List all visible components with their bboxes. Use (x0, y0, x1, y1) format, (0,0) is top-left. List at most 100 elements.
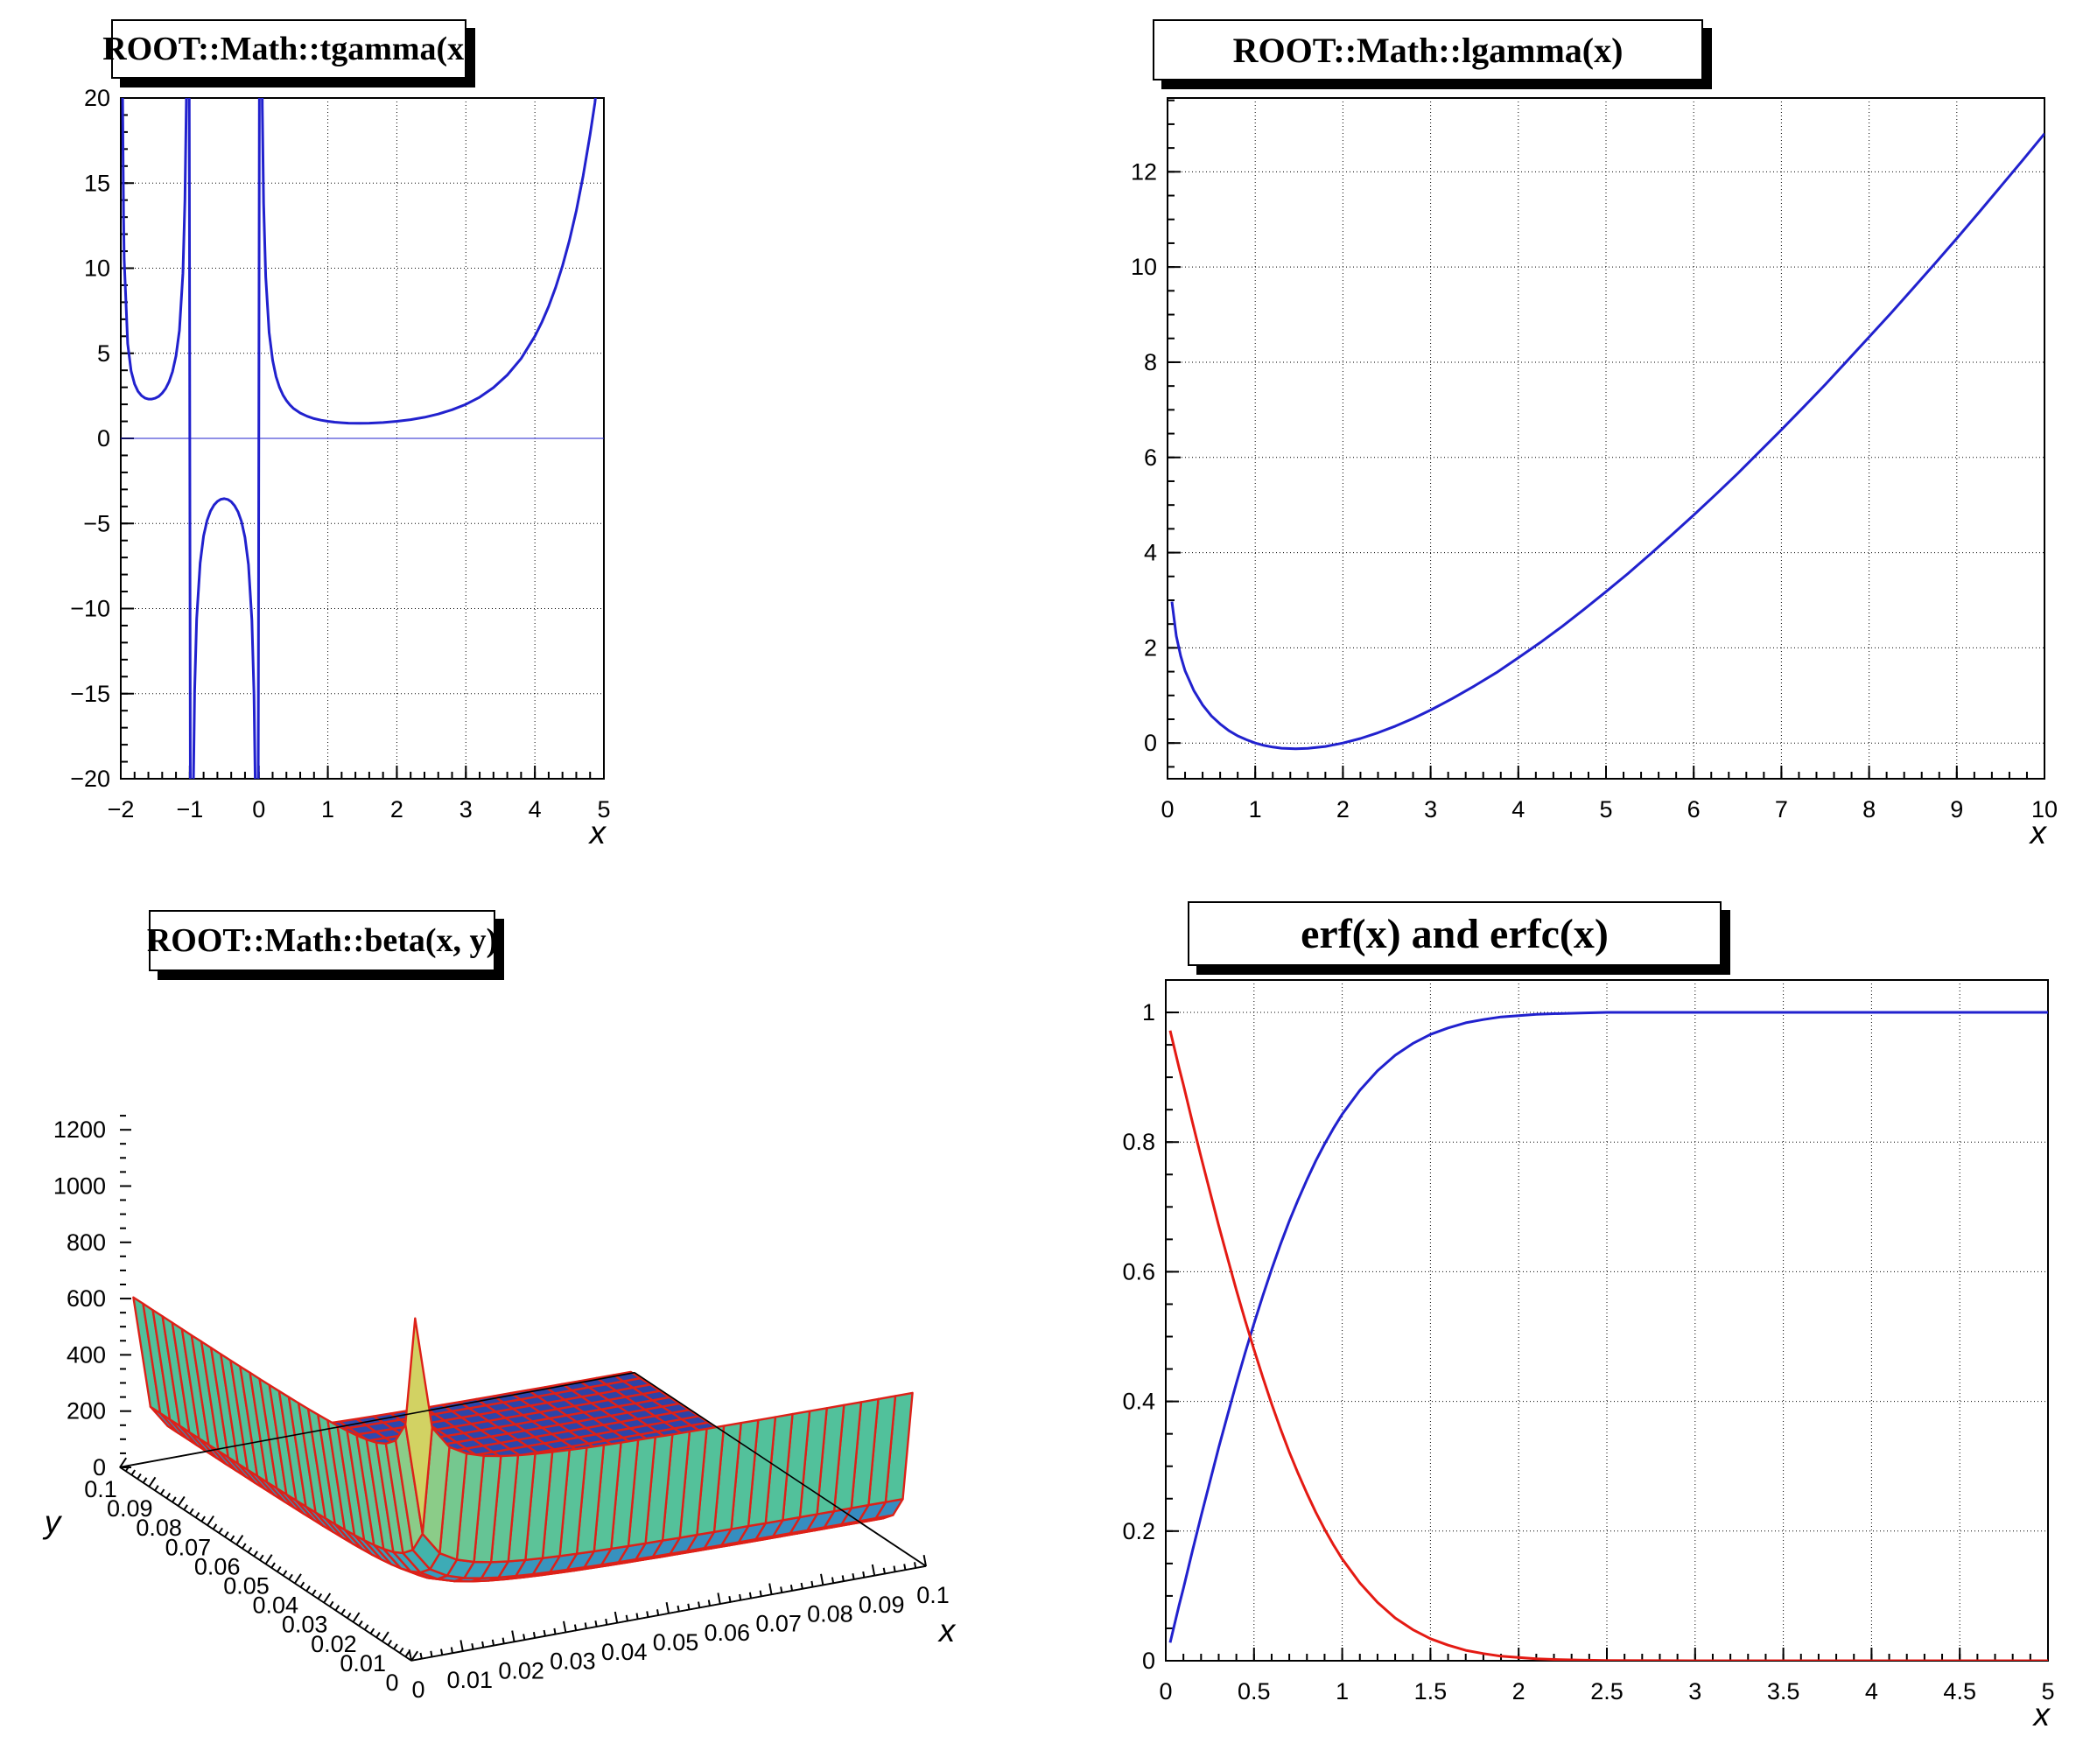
svg-text:5: 5 (97, 340, 110, 367)
svg-text:9: 9 (1950, 796, 1963, 822)
y-axis-title: y (42, 1504, 63, 1540)
svg-text:2: 2 (1336, 796, 1350, 822)
svg-text:0.06: 0.06 (194, 1553, 241, 1579)
svg-text:−5: −5 (83, 510, 110, 536)
svg-text:0.02: 0.02 (498, 1657, 544, 1684)
y-axis-labels: 0 2 4 6 8 10 12 (1131, 158, 1157, 756)
beta-surface-plot: 0 0.01 0.02 0.03 0.04 0.05 0.06 0.07 0.08 0.09 0.1… (42, 1115, 957, 1703)
pad-erf: erf(x) and erfc(x) 0 0.5 1 1.5 2 2.5 3 3.5 4 4.5 5… (1045, 882, 2090, 1764)
svg-text:4.5: 4.5 (1943, 1678, 1976, 1704)
svg-text:400: 400 (67, 1341, 106, 1368)
svg-text:0: 0 (93, 1454, 106, 1480)
svg-text:5: 5 (597, 796, 610, 822)
svg-text:5: 5 (2041, 1678, 2054, 1704)
svg-text:−10: −10 (70, 596, 110, 622)
svg-text:3: 3 (459, 796, 473, 822)
svg-text:1000: 1000 (53, 1172, 106, 1199)
tgamma-title-box: ROOT::Math::tgamma(x) (102, 19, 475, 79)
svg-text:7: 7 (1775, 796, 1788, 822)
svg-text:0.04: 0.04 (253, 1592, 299, 1619)
svg-text:1: 1 (1142, 999, 1155, 1026)
svg-text:4: 4 (1144, 540, 1157, 566)
svg-text:20: 20 (84, 85, 110, 111)
svg-text:−2: −2 (108, 796, 135, 822)
x-axis-labels: −2 −1 0 1 2 3 4 5 (108, 796, 611, 822)
svg-text:8: 8 (1862, 796, 1876, 822)
x-axis-title: x (588, 815, 607, 850)
svg-text:0.6: 0.6 (1122, 1258, 1155, 1284)
svg-text:0.4: 0.4 (1122, 1389, 1155, 1415)
axis-ticks (1167, 99, 2045, 779)
svg-text:0.04: 0.04 (601, 1639, 648, 1665)
svg-text:1200: 1200 (53, 1116, 106, 1143)
svg-text:0: 0 (252, 796, 265, 822)
svg-text:3: 3 (1424, 796, 1437, 822)
svg-text:6: 6 (1687, 796, 1701, 822)
svg-text:3.5: 3.5 (1767, 1678, 1800, 1704)
x-axis-labels: 0 0.01 0.02 0.03 0.04 0.05 0.06 0.07 0.08 0.09 0.1 (411, 1582, 949, 1703)
svg-text:12: 12 (1131, 158, 1157, 185)
svg-text:10: 10 (84, 256, 110, 282)
y-axis-labels: −20 −15 −10 −5 0 5 10 15 20 (70, 85, 110, 792)
svg-text:15: 15 (84, 170, 110, 196)
erf-curve (1168, 1011, 2048, 1643)
lgamma-title-box: ROOT::Math::lgamma(x) (1153, 19, 1703, 80)
svg-text:0.05: 0.05 (223, 1573, 270, 1600)
svg-text:10: 10 (1131, 254, 1157, 280)
svg-text:0.8: 0.8 (1122, 1129, 1155, 1155)
svg-text:0: 0 (1161, 796, 1174, 822)
pad-beta-surface: ROOT::Math::beta(x, y) 0 0.01 0.02 0.03 0.04… (0, 882, 1045, 1764)
svg-text:0.1: 0.1 (84, 1476, 117, 1502)
svg-text:4: 4 (1511, 796, 1525, 822)
svg-text:2.5: 2.5 (1590, 1678, 1624, 1704)
svg-text:2: 2 (1144, 634, 1157, 661)
axis-ticks (1165, 979, 2049, 1662)
svg-text:0.1: 0.1 (916, 1582, 950, 1608)
beta-title-box: ROOT::Math::beta(x, y) (147, 910, 497, 971)
svg-text:0.05: 0.05 (653, 1629, 699, 1656)
svg-text:0: 0 (1159, 1678, 1172, 1704)
svg-text:0.07: 0.07 (755, 1610, 802, 1636)
svg-text:10: 10 (2031, 796, 2058, 822)
erf-title-box: erf(x) and erfc(x) (1188, 901, 1722, 966)
svg-text:600: 600 (67, 1285, 106, 1312)
y-axis-labels: 00.010.020.030.040.050.060.070.080.090.1 (84, 1476, 398, 1696)
svg-text:0.01: 0.01 (340, 1650, 386, 1676)
svg-text:0.2: 0.2 (1122, 1518, 1155, 1544)
axes-3d (119, 1115, 927, 1662)
svg-text:0.02: 0.02 (311, 1631, 357, 1657)
tgamma-curve (121, 98, 597, 779)
svg-text:−1: −1 (176, 796, 203, 822)
svg-text:0: 0 (1142, 1648, 1155, 1674)
svg-text:4: 4 (529, 796, 542, 822)
x-axis-title: x (937, 1613, 957, 1648)
pad-lgamma: ROOT::Math::lgamma(x) 0 1 2 3 4 5 6 7 8 9 10 0 2 4 6 8 1… (1045, 0, 2090, 882)
x-axis-labels: 0 1 2 3 4 5 6 7 8 9 10 (1161, 796, 2058, 822)
svg-text:0.09: 0.09 (859, 1592, 905, 1618)
svg-text:−20: −20 (70, 766, 110, 792)
beta-surface-mesh (132, 1296, 914, 1583)
svg-text:0.5: 0.5 (1238, 1678, 1271, 1704)
svg-text:0.08: 0.08 (136, 1515, 182, 1541)
svg-text:6: 6 (1144, 444, 1157, 471)
svg-text:0.01: 0.01 (447, 1667, 494, 1693)
svg-text:2: 2 (1512, 1678, 1525, 1704)
lgamma-curve (1170, 132, 2044, 751)
pad-tgamma: ROOT::Math::tgamma(x) −2 −1 0 1 2 3 4 5 −20 −15 −1… (0, 0, 1045, 882)
svg-text:1: 1 (321, 796, 334, 822)
svg-text:0: 0 (385, 1670, 398, 1696)
y-axis-labels: 0 0.2 0.4 0.6 0.8 1 (1122, 999, 1155, 1674)
svg-text:0.06: 0.06 (705, 1620, 751, 1646)
svg-text:0.09: 0.09 (107, 1495, 153, 1522)
gridlines (1166, 980, 2048, 1661)
svg-text:0: 0 (97, 425, 110, 452)
svg-text:4: 4 (1865, 1678, 1878, 1704)
svg-text:0: 0 (1144, 730, 1157, 756)
svg-text:2: 2 (390, 796, 403, 822)
erf-plot: 0 0.5 1 1.5 2 2.5 3 3.5 4 4.5 5 0 0.2 0.4 0.6 0.8 1 x (1122, 979, 2055, 1732)
svg-text:5: 5 (1599, 796, 1612, 822)
x-axis-labels: 0 0.5 1 1.5 2 2.5 3 3.5 4 4.5 5 (1159, 1678, 2054, 1704)
